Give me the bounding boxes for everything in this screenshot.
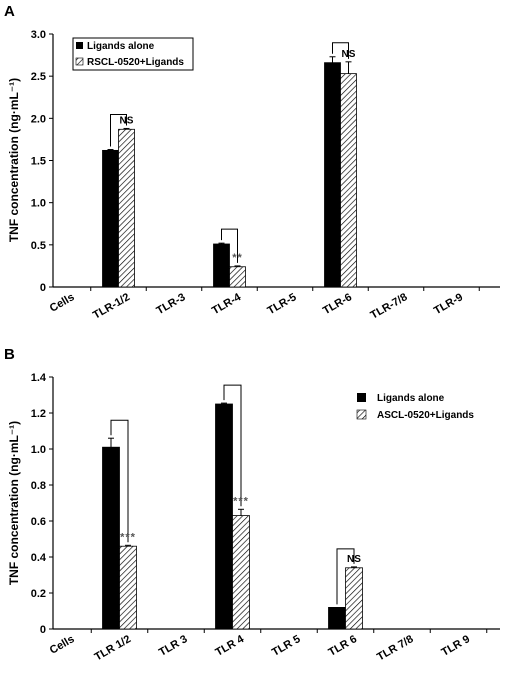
y-tick-label: 1.5 — [31, 156, 46, 168]
y-tick-label: 0.8 — [31, 480, 46, 492]
x-tick-label: TLR 5 — [270, 633, 302, 659]
y-tick-label: 2.5 — [31, 71, 46, 83]
x-tick-label: TLR-4 — [210, 291, 244, 317]
x-tick-label: TLR-3 — [155, 291, 188, 317]
x-tick-label: TLR 9 — [440, 633, 472, 659]
legend-swatch-hatched — [356, 409, 367, 420]
bar-ligands-alone-tlr-4 — [215, 403, 233, 630]
y-tick-label: 1.2 — [31, 408, 46, 420]
y-tick-label: 0.4 — [31, 552, 47, 564]
bar-treated-tlr-1-2 — [118, 128, 135, 288]
significance-bracket — [336, 548, 355, 605]
y-axis-label: TNF concentration (ng·mL⁻¹) — [7, 78, 21, 242]
bar-treated-tlr-1-2 — [119, 545, 137, 630]
significance-label: NS — [120, 115, 134, 126]
bars: NS ** NS — [102, 42, 357, 288]
legend-label: Ligands alone — [87, 41, 155, 52]
x-tick-label: TLR-1/2 — [91, 291, 132, 322]
bar-ligands-alone-tlr-4 — [213, 243, 230, 288]
legend-swatch-solid — [357, 393, 366, 402]
bar-ligands-alone-tlr-6 — [324, 62, 341, 288]
category-labels: Cells TLR-1/2 TLR-3 TLR-4 TLR-5 TLR-6 TLR-7/8 T… — [48, 291, 465, 322]
significance-label: NS — [347, 554, 361, 565]
significance-label: *** — [233, 495, 249, 507]
panel-b: B TNF concentration (ng·mL⁻¹) 0 0.2 0.4 0.6… — [4, 346, 500, 663]
y-tick-label: 1.0 — [31, 444, 46, 456]
x-tick-label: TLR 6 — [327, 633, 359, 659]
y-tick-label: 2.0 — [31, 113, 46, 125]
significance-bracket — [110, 113, 127, 147]
bar-ligands-alone-tlr-6 — [328, 607, 346, 630]
panel-label: B — [4, 346, 15, 363]
legend-swatch-solid — [76, 42, 83, 49]
x-tick-label: Cells — [48, 633, 77, 657]
x-tick-label: TLR 4 — [214, 633, 247, 659]
bar-treated-tlr-4 — [232, 515, 250, 630]
bar-treated-tlr-6 — [340, 73, 357, 288]
x-tick-label: Cells — [48, 291, 77, 315]
significance-bracket — [110, 419, 129, 543]
y-tick-label: 1.4 — [31, 372, 47, 384]
x-tick-label: TLR 1/2 — [93, 633, 133, 663]
x-tick-label: TLR-9 — [432, 291, 465, 317]
significance-label: *** — [120, 531, 136, 543]
y-tick-label: 0.2 — [31, 588, 46, 600]
bar-ligands-alone-tlr-1-2 — [102, 446, 120, 630]
legend-label: Ligands alone — [377, 393, 445, 404]
panel-a: A TNF concentration (ng·mL⁻¹) 0 0.5 1.0 1.5… — [4, 3, 500, 322]
legend-label: ASCL-0520+Ligands — [377, 410, 474, 421]
bars: *** *** NS — [102, 384, 363, 630]
x-tick-label: TLR 7/8 — [375, 633, 415, 663]
x-tick-label: TLR-7/8 — [369, 291, 410, 322]
bar-treated-tlr-4 — [229, 266, 246, 288]
legend-label: RSCL-0520+Ligands — [87, 57, 184, 68]
y-tick-label: 0.6 — [31, 516, 46, 528]
bar-ligands-alone-tlr-1-2 — [102, 149, 119, 288]
legend: Ligands alone ASCL-0520+Ligands — [356, 393, 474, 421]
category-labels: Cells TLR 1/2 TLR 3 TLR 4 TLR 5 TLR 6 TLR 7/8 T… — [48, 633, 472, 664]
significance-label: NS — [342, 49, 356, 60]
y-tick-label: 3.0 — [31, 29, 46, 41]
legend-swatch-hatched — [75, 57, 84, 66]
y-axis-label: TNF concentration (ng·mL⁻¹) — [7, 421, 21, 585]
legend: Ligands alone RSCL-0520+Ligands — [72, 37, 194, 71]
x-tick-label: TLR-5 — [266, 291, 299, 317]
significance-label: ** — [232, 252, 243, 264]
panel-label: A — [4, 3, 15, 20]
x-tick-label: TLR-6 — [321, 291, 354, 317]
y-tick-label: 0.5 — [31, 240, 46, 252]
x-tick-label: TLR 3 — [157, 633, 189, 659]
y-tick-label: 0 — [40, 624, 46, 636]
significance-bracket — [223, 384, 242, 507]
y-tick-label: 0 — [40, 282, 46, 294]
y-tick-label: 1.0 — [31, 198, 46, 210]
significance-bracket — [332, 42, 349, 59]
legend-box — [72, 37, 194, 71]
significance-bracket — [221, 228, 238, 263]
bar-treated-tlr-6 — [345, 567, 363, 630]
